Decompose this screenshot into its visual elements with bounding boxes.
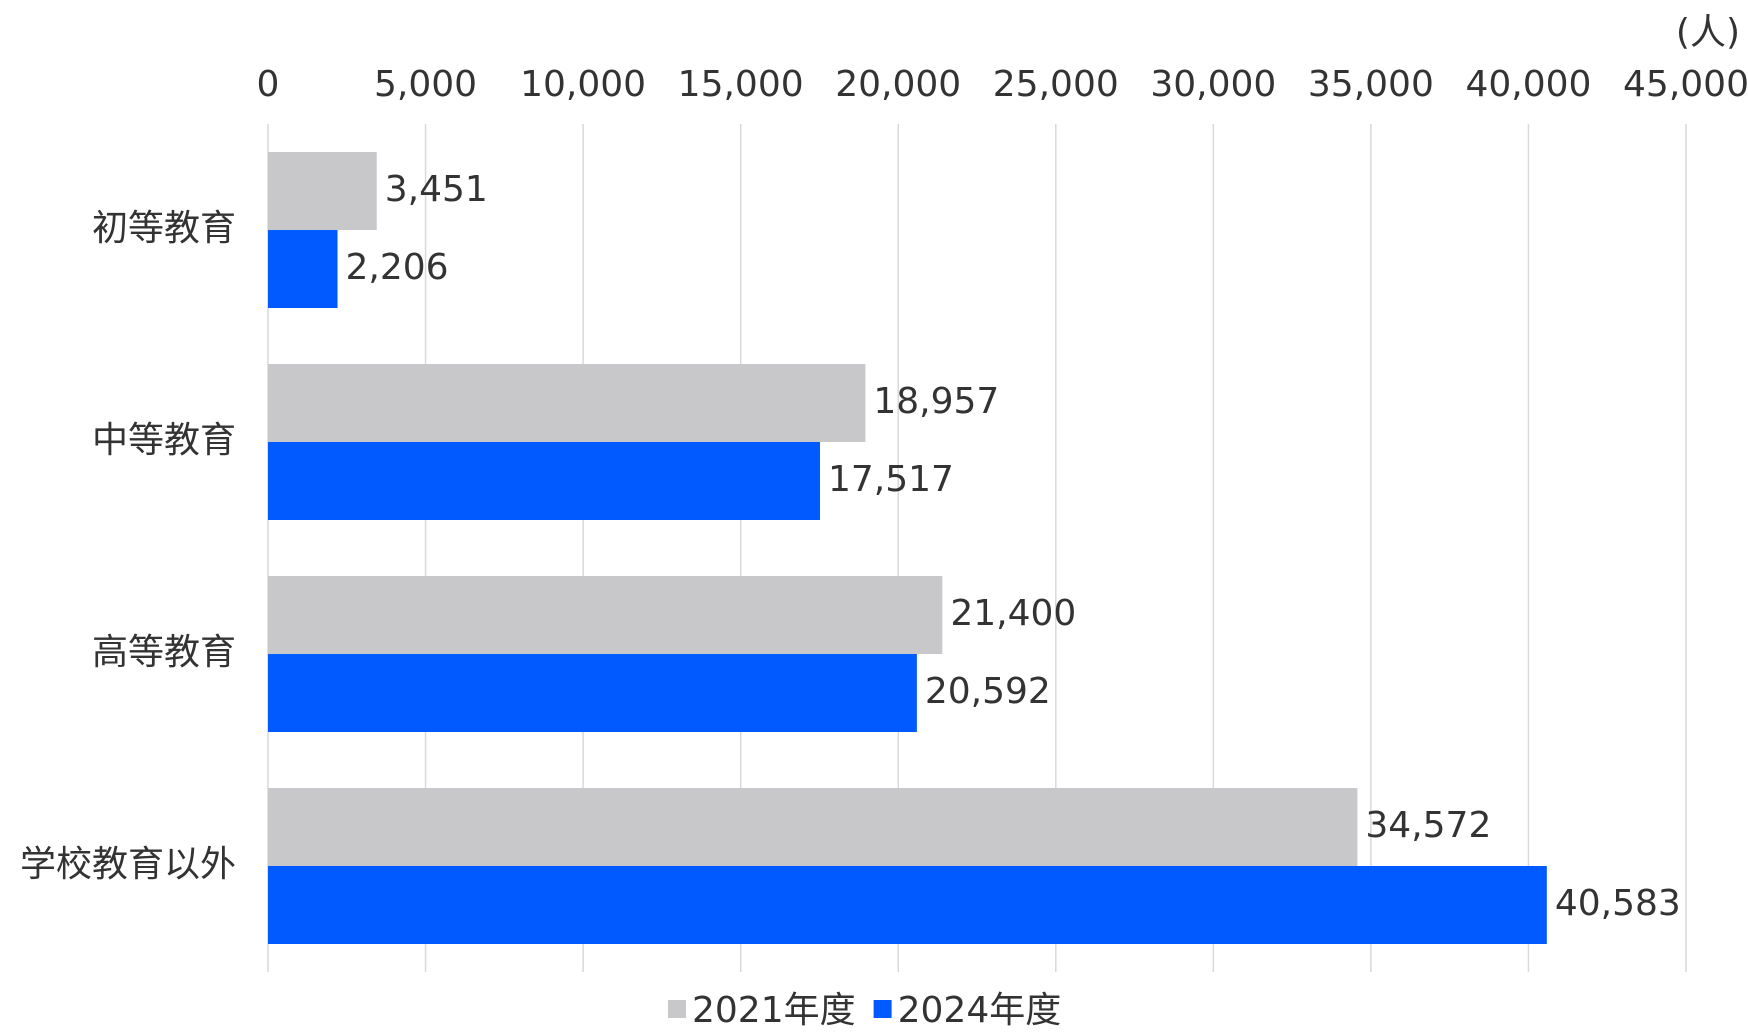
value-label: 18,957	[873, 381, 999, 422]
x-tick-label: 35,000	[1308, 64, 1434, 105]
value-label: 2,206	[346, 247, 449, 288]
value-label: 40,583	[1555, 883, 1681, 924]
bar	[268, 866, 1547, 944]
legend-label: 2021年度	[692, 990, 856, 1031]
bar	[268, 442, 820, 520]
x-tick-label: 5,000	[374, 64, 477, 105]
x-tick-label: 25,000	[993, 64, 1119, 105]
x-tick-label: 20,000	[835, 64, 961, 105]
x-tick-label: 15,000	[678, 64, 804, 105]
value-label: 21,400	[950, 593, 1076, 634]
bar	[268, 654, 917, 732]
bar	[268, 364, 866, 442]
bar	[268, 230, 338, 308]
y-tick-label: 中等教育	[92, 420, 236, 461]
legend-label: 2024年度	[898, 990, 1062, 1031]
legend-swatch	[873, 1000, 892, 1018]
value-label: 34,572	[1365, 805, 1491, 846]
y-tick-label: 高等教育	[92, 632, 236, 673]
bar	[268, 152, 377, 230]
value-label: 20,592	[925, 671, 1051, 712]
x-tick-label: 45,000	[1623, 64, 1748, 105]
y-tick-label: 初等教育	[92, 208, 236, 249]
bar	[268, 576, 943, 654]
x-tick-label: 30,000	[1150, 64, 1276, 105]
x-tick-label: 40,000	[1465, 64, 1591, 105]
legend-swatch	[668, 1000, 686, 1018]
value-label: 3,451	[385, 169, 488, 210]
unit-label: (人)	[1676, 12, 1740, 53]
x-tick-label: 0	[257, 64, 280, 105]
x-tick-label: 10,000	[520, 64, 646, 105]
y-tick-label: 学校教育以外	[20, 844, 236, 885]
bar	[268, 788, 1358, 866]
value-label: 17,517	[828, 459, 954, 500]
